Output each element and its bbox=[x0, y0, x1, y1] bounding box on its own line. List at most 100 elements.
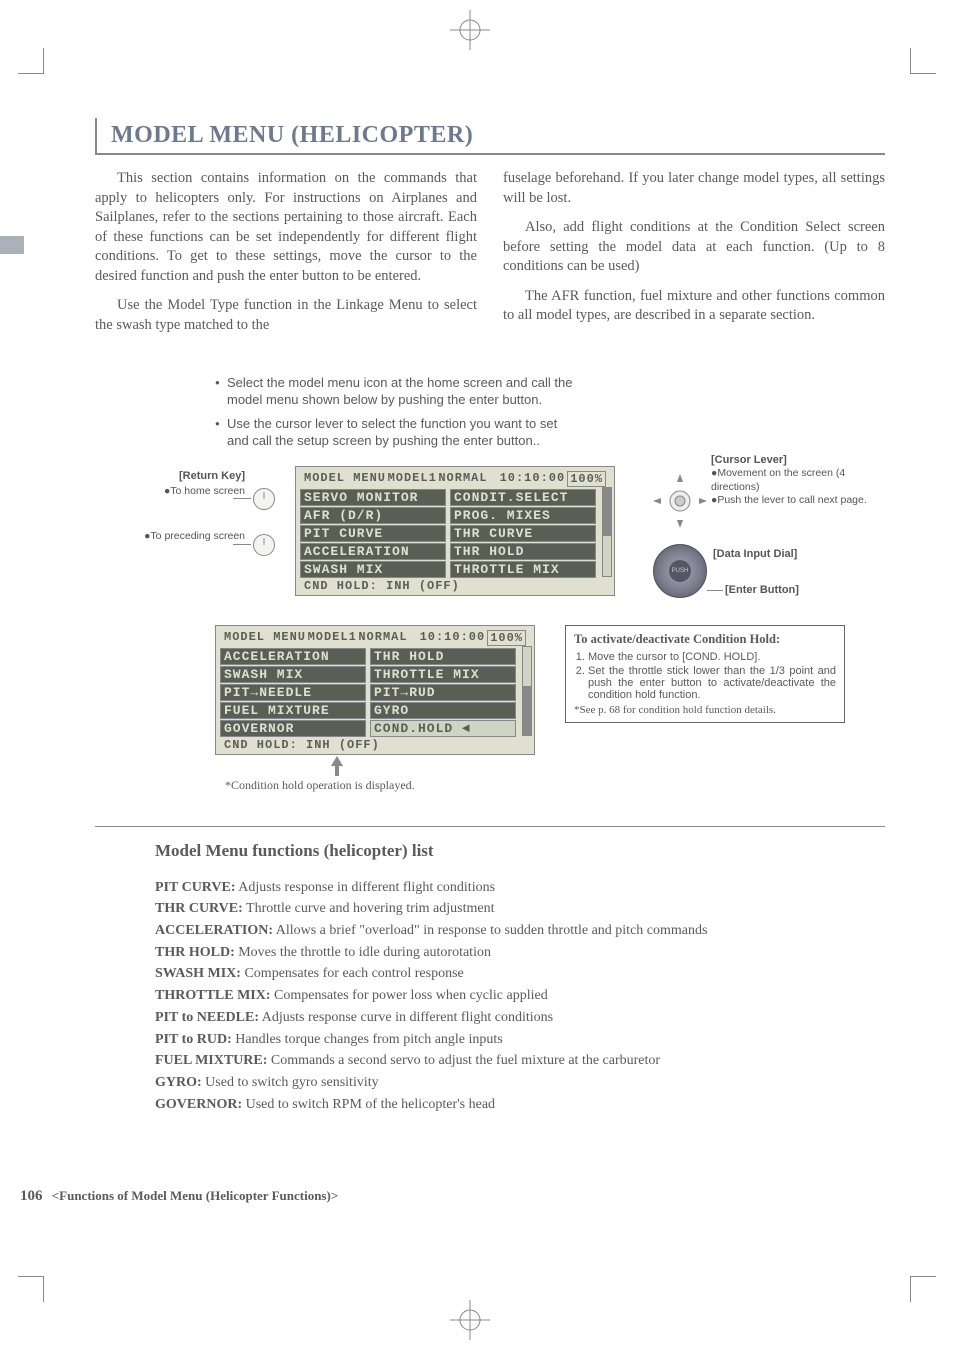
bullet-item: Select the model menu icon at the home s… bbox=[215, 374, 575, 409]
cond-note: *See p. 68 for condition hold function d… bbox=[574, 704, 836, 716]
lcd-menu-item: CONDIT.SELECT bbox=[450, 489, 596, 506]
lcd-screen-2: MODEL MENU MODEL1 NORMAL 10:10:00 100% A… bbox=[215, 625, 535, 755]
lcd-menu-item: ACCELERATION bbox=[220, 648, 366, 665]
registration-mark-top bbox=[450, 10, 490, 50]
function-item: FUEL MIXTURE: Commands a second servo to… bbox=[155, 1050, 885, 1072]
label-data-dial: [Data Input Dial] bbox=[713, 548, 843, 562]
lcd-hdr-model: MODEL1 bbox=[306, 630, 358, 646]
thumb-tab bbox=[0, 236, 24, 254]
label-enter-button: [Enter Button] bbox=[725, 584, 845, 598]
condition-hold-box: To activate/deactivate Condition Hold: M… bbox=[565, 625, 845, 723]
label-item: ●Movement on the screen (4 directions) bbox=[711, 467, 881, 493]
lcd-hdr-batt: 100% bbox=[567, 471, 606, 487]
function-name: SWASH MIX: bbox=[155, 966, 241, 981]
label-item: ●To preceding screen bbox=[131, 530, 245, 543]
function-name: PIT CURVE: bbox=[155, 880, 236, 895]
function-name: PIT to NEEDLE: bbox=[155, 1010, 259, 1025]
lcd-menu-item: PROG. MIXES bbox=[450, 507, 596, 524]
lcd-row: SWASH MIXTHROTTLE MIX bbox=[300, 561, 596, 578]
separator-line bbox=[95, 826, 885, 827]
bullet-item: Use the cursor lever to select the funct… bbox=[215, 415, 575, 450]
function-item: THROTTLE MIX: Compensates for power loss… bbox=[155, 985, 885, 1007]
lcd-menu-item: GYRO bbox=[370, 702, 516, 719]
lcd-hdr-time: 10:10:00 bbox=[420, 630, 486, 646]
crop-mark-tr bbox=[910, 48, 936, 74]
page-number: 106 bbox=[20, 1188, 43, 1204]
lcd-hdr-mode: NORMAL bbox=[358, 630, 407, 646]
lcd-menu-item: AFR (D/R) bbox=[300, 507, 446, 524]
arrow-line bbox=[233, 498, 251, 499]
lcd-foot: CND HOLD: INH (OFF) bbox=[300, 578, 610, 593]
section-title: MODEL MENU (HELICOPTER) bbox=[111, 122, 885, 149]
lcd-screen-1: MODEL MENU MODEL1 NORMAL 10:10:00 100% S… bbox=[295, 466, 615, 596]
lcd-foot: CND HOLD: INH (OFF) bbox=[220, 737, 530, 752]
label-cursor-lever: [Cursor Lever] ●Movement on the screen (… bbox=[711, 454, 881, 507]
function-name: ACCELERATION: bbox=[155, 923, 273, 938]
lcd-menu-item: THR HOLD bbox=[450, 543, 596, 560]
lcd-menu-item: SWASH MIX bbox=[300, 561, 446, 578]
cond-step: Set the throttle stick lower than the 1/… bbox=[588, 665, 836, 701]
function-item: SWASH MIX: Compensates for each control … bbox=[155, 963, 885, 985]
function-item: PIT to RUD: Handles torque changes from … bbox=[155, 1029, 885, 1051]
lcd-scrollbar bbox=[602, 487, 612, 577]
label-heading: [Enter Button] bbox=[725, 584, 845, 598]
lcd-menu-item: SWASH MIX bbox=[220, 666, 366, 683]
enter-button-icon bbox=[253, 534, 275, 556]
function-desc: Commands a second servo to adjust the fu… bbox=[267, 1053, 660, 1068]
intro-para: The AFR function, fuel mixture and other… bbox=[503, 287, 885, 326]
cond-step: Move the cursor to [COND. HOLD]. bbox=[588, 651, 836, 663]
function-item: THR HOLD: Moves the throttle to idle dur… bbox=[155, 942, 885, 964]
lcd-row: ACCELERATIONTHR HOLD bbox=[300, 543, 596, 560]
lcd-hdr-batt: 100% bbox=[487, 630, 526, 646]
label-heading: [Return Key] bbox=[145, 470, 245, 484]
lcd-scrollbar bbox=[522, 646, 532, 736]
function-name: THR HOLD: bbox=[155, 945, 235, 960]
function-desc: Handles torque changes from pitch angle … bbox=[232, 1032, 503, 1047]
function-list: PIT CURVE: Adjusts response in different… bbox=[155, 877, 885, 1116]
intro-col-right: fuselage beforehand. If you later change… bbox=[503, 169, 885, 346]
lcd-menu-item: COND.HOLD ◄ bbox=[370, 720, 516, 737]
function-desc: Used to switch gyro sensitivity bbox=[202, 1075, 379, 1090]
section-title-bar: MODEL MENU (HELICOPTER) bbox=[95, 118, 885, 155]
function-desc: Adjusts response in different flight con… bbox=[236, 880, 496, 895]
data-input-dial-icon bbox=[653, 544, 707, 598]
function-name: PIT to RUD: bbox=[155, 1032, 232, 1047]
enter-button-icon bbox=[253, 488, 275, 510]
function-desc: Compensates for power loss when cyclic a… bbox=[271, 988, 548, 1003]
label-item: ●To home screen bbox=[145, 485, 245, 498]
function-desc: Moves the throttle to idle during autoro… bbox=[235, 945, 491, 960]
crop-mark-bl bbox=[18, 1276, 44, 1302]
diagram-area: [Return Key] ●To home screen ●To precedi… bbox=[95, 462, 885, 812]
registration-mark-bottom bbox=[450, 1300, 490, 1340]
instruction-bullets: Select the model menu icon at the home s… bbox=[215, 374, 575, 450]
function-item: GOVERNOR: Used to switch RPM of the heli… bbox=[155, 1094, 885, 1116]
lcd-hdr-mode: NORMAL bbox=[438, 471, 487, 487]
cond-box-heading: To activate/deactivate Condition Hold: bbox=[574, 632, 836, 647]
footer-title: <Functions of Model Menu (Helicopter Fun… bbox=[52, 1188, 338, 1203]
intro-para: This section contains information on the… bbox=[95, 169, 477, 286]
lcd-hdr-menu: MODEL MENU bbox=[224, 630, 306, 646]
function-desc: Adjusts response curve in different flig… bbox=[259, 1010, 553, 1025]
lcd-hdr-time: 10:10:00 bbox=[500, 471, 566, 487]
lcd-row: SWASH MIXTHROTTLE MIX bbox=[220, 666, 516, 683]
function-item: ACCELERATION: Allows a brief "overload" … bbox=[155, 920, 885, 942]
caption-cond-hold: *Condition hold operation is displayed. bbox=[225, 778, 415, 793]
intro-para: fuselage beforehand. If you later change… bbox=[503, 169, 885, 208]
function-desc: Throttle curve and hovering trim adjustm… bbox=[243, 901, 495, 916]
lcd-menu-item: PIT→NEEDLE bbox=[220, 684, 366, 701]
lcd-menu-item: THR CURVE bbox=[450, 525, 596, 542]
arrow-line bbox=[707, 590, 723, 591]
lcd-hdr-menu: MODEL MENU bbox=[304, 471, 386, 487]
crop-mark-tl bbox=[18, 48, 44, 74]
intro-para: Also, add flight conditions at the Condi… bbox=[503, 218, 885, 277]
function-desc: Compensates for each control response bbox=[241, 966, 464, 981]
lcd-row: SERVO MONITORCONDIT.SELECT bbox=[300, 489, 596, 506]
lcd-hdr-model: MODEL1 bbox=[386, 471, 438, 487]
function-list-heading: Model Menu functions (helicopter) list bbox=[155, 841, 885, 861]
page-footer: 106 <Functions of Model Menu (Helicopter… bbox=[20, 1188, 338, 1205]
cursor-lever-icon bbox=[651, 472, 709, 535]
lcd-row: GOVERNORCOND.HOLD ◄ bbox=[220, 720, 516, 737]
function-name: GOVERNOR: bbox=[155, 1097, 242, 1112]
lcd-menu-item: GOVERNOR bbox=[220, 720, 366, 737]
lcd-menu-item: THROTTLE MIX bbox=[450, 561, 596, 578]
